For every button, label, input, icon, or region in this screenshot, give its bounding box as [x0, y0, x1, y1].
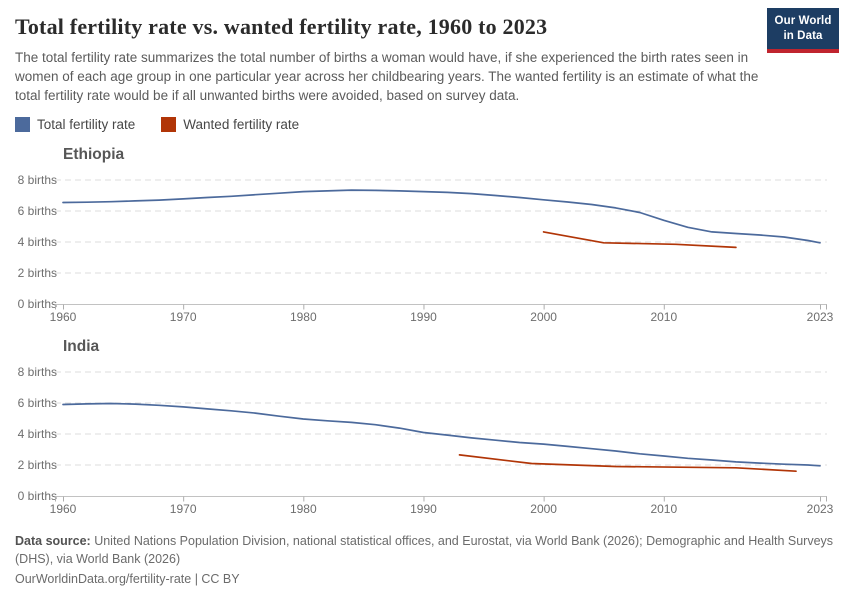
footer-data-source: Data source: United Nations Population D… — [15, 532, 837, 568]
facet-title-india: India — [63, 338, 100, 356]
x-tick-label-1980: 1980 — [290, 310, 317, 324]
footer-citation: OurWorldinData.org/fertility-rate | CC B… — [15, 572, 240, 587]
owid-logo-line1: Our World — [774, 15, 832, 27]
owid-logo-line2: in Data — [783, 29, 823, 42]
y-tick-label-4: 4 births — [18, 427, 57, 441]
x-tick-label-2010: 2010 — [650, 502, 677, 516]
data-source-text: United Nations Population Division, nati… — [15, 534, 834, 567]
y-tick-label-0: 0 births — [18, 489, 57, 503]
y-tick-label-8: 8 births — [18, 365, 57, 379]
x-tick-label-1970: 1970 — [170, 502, 197, 516]
chart-title: Total fertility rate vs. wanted fertilit… — [15, 14, 548, 39]
x-tick-label-2023: 2023 — [807, 310, 834, 324]
ethiopia-chart: 8 births 6 births 4 births 2 births 0 births… — [18, 173, 834, 324]
owid-logo: Our World in Data — [767, 8, 839, 53]
x-tick-label-2010: 2010 — [650, 310, 677, 324]
legend-swatch-wanted — [161, 117, 177, 133]
series-line-ethiopia-wanted-fertility-rate — [542, 231, 737, 249]
facet-title-ethiopia: Ethiopia — [63, 146, 125, 164]
legend-swatch-total — [15, 117, 30, 133]
y-tick-label-0: 0 births — [18, 297, 57, 311]
data-source-label: Data source: — [15, 534, 91, 549]
x-tick-label-1960: 1960 — [50, 310, 77, 324]
series-line-india-wanted-fertility-rate — [458, 454, 797, 473]
x-tick-label-2000: 2000 — [530, 502, 557, 516]
x-tick-label-1970: 1970 — [170, 310, 197, 324]
legend: Total fertility rate Wanted fertility ra… — [15, 117, 835, 133]
y-tick-label-2: 2 births — [18, 458, 57, 472]
x-tick-label-1990: 1990 — [410, 310, 437, 324]
y-tick-label-6: 6 births — [18, 396, 57, 410]
legend-label-wanted: Wanted fertility rate — [183, 117, 300, 133]
y-tick-label-4: 4 births — [18, 235, 57, 249]
x-tick-label-2023: 2023 — [807, 502, 834, 516]
x-tick-label-1960: 1960 — [50, 502, 77, 516]
y-tick-label-2: 2 births — [18, 266, 57, 280]
series-line-ethiopia-total-fertility-rate — [62, 189, 821, 245]
x-tick-label-1990: 1990 — [410, 502, 437, 516]
facet-india: India 8 births 6 births 4 births 2 births 0 … — [15, 338, 835, 518]
india-chart: 8 births 6 births 4 births 2 births 0 births… — [18, 365, 834, 516]
x-tick-label-2000: 2000 — [530, 310, 557, 324]
legend-item-total: Total fertility rate — [15, 117, 136, 133]
owid-chart-export: Our World in Data Total fertility rate v… — [15, 8, 839, 587]
series-line-india-total-fertility-rate — [62, 403, 821, 468]
y-tick-label-8: 8 births — [18, 173, 57, 187]
facet-ethiopia: Ethiopia 8 births 6 births 4 births 2 birth… — [15, 146, 835, 326]
y-tick-label-6: 6 births — [18, 204, 57, 218]
legend-label-total: Total fertility rate — [37, 117, 136, 133]
legend-item-wanted: Wanted fertility rate — [161, 117, 300, 133]
chart-subtitle: The total fertility rate summarizes the … — [15, 50, 759, 104]
x-tick-label-1980: 1980 — [290, 502, 317, 516]
